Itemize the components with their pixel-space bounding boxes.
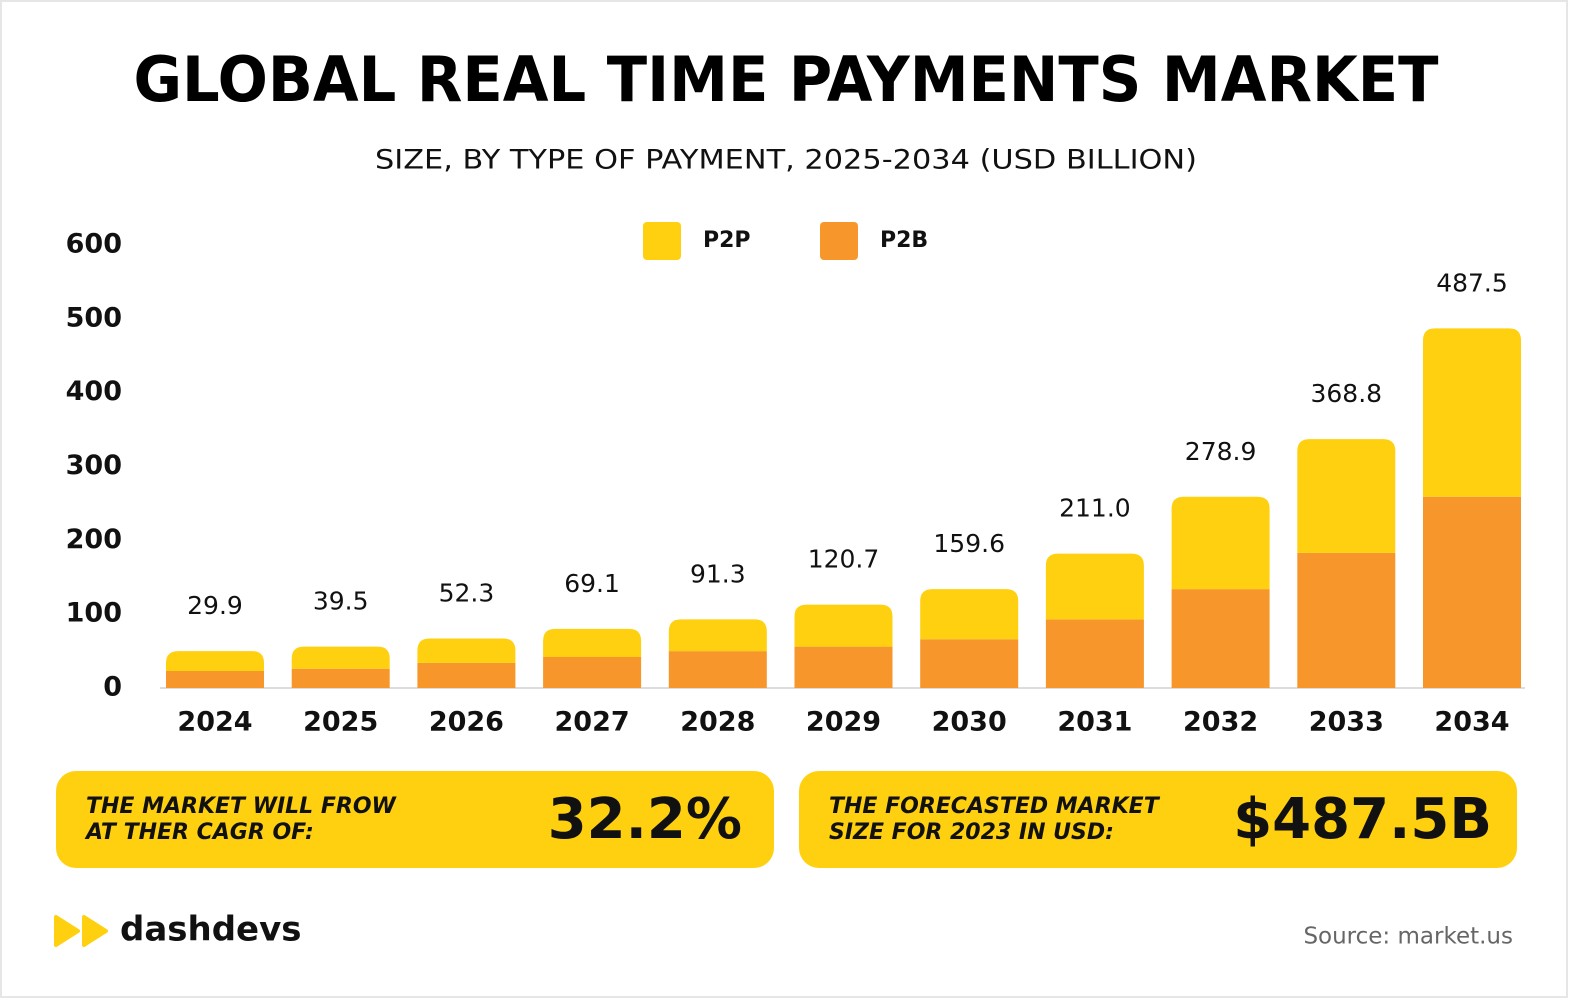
bar-segment bbox=[417, 638, 516, 663]
bar-segment bbox=[166, 671, 264, 688]
callout-value: 32.2% bbox=[548, 787, 742, 852]
y-tick-label: 200 bbox=[66, 524, 122, 555]
bar-segment bbox=[668, 619, 767, 652]
y-tick-label: 400 bbox=[66, 376, 122, 407]
bar-segment bbox=[1297, 552, 1396, 688]
legend-label: P2P bbox=[703, 228, 751, 253]
x-tick-label: 2032 bbox=[1183, 707, 1258, 738]
callout-text: AT THER CAGR OF: bbox=[84, 820, 314, 845]
bar-segment bbox=[1045, 619, 1144, 688]
legend-label: P2B bbox=[880, 228, 928, 253]
x-tick-label: 2033 bbox=[1309, 707, 1384, 738]
bar-segment bbox=[1423, 496, 1521, 688]
callout-text: THE MARKET WILL FROW bbox=[86, 794, 398, 819]
callout-value: $487.5B bbox=[1233, 787, 1492, 852]
bar-segment bbox=[1045, 553, 1144, 620]
x-tick-label: 2024 bbox=[177, 707, 252, 738]
chart-title: GLOBAL REAL TIME PAYMENTS MARKET bbox=[134, 43, 1439, 116]
callout-box bbox=[56, 771, 774, 868]
total-label: 39.5 bbox=[313, 587, 369, 616]
total-label: 29.9 bbox=[187, 591, 243, 620]
total-label: 69.1 bbox=[564, 569, 620, 598]
logo-icon bbox=[82, 915, 108, 947]
bar-segment bbox=[920, 639, 1019, 688]
bar-segment bbox=[166, 651, 264, 672]
bar-segment bbox=[794, 646, 893, 688]
callout-text: SIZE FOR 2023 IN USD: bbox=[829, 820, 1114, 845]
total-label: 278.9 bbox=[1185, 437, 1257, 466]
x-tick-label: 2034 bbox=[1434, 707, 1509, 738]
bar-segment bbox=[668, 651, 767, 688]
x-tick-label: 2026 bbox=[429, 707, 504, 738]
brand: dashdevs bbox=[120, 910, 302, 950]
bar-segment bbox=[1171, 496, 1270, 590]
callout-box bbox=[799, 771, 1517, 868]
bar-segment bbox=[543, 656, 642, 688]
legend-swatch bbox=[643, 222, 681, 260]
plot: 0 100 200 300 400 500 600 2024 29.9 2025 39.5 2026 5… bbox=[66, 222, 1525, 738]
bar-segment bbox=[1297, 439, 1396, 553]
bar-segment bbox=[417, 662, 516, 688]
x-tick-label: 2025 bbox=[303, 707, 378, 738]
bar-segment bbox=[1171, 589, 1270, 688]
total-label: 159.6 bbox=[933, 529, 1005, 558]
bar-segment bbox=[1423, 328, 1521, 497]
x-tick-label: 2031 bbox=[1057, 707, 1132, 738]
bar-segment bbox=[291, 668, 390, 688]
bar-segment bbox=[291, 646, 390, 669]
y-tick-label: 300 bbox=[66, 450, 122, 481]
total-label: 368.8 bbox=[1311, 379, 1383, 408]
legend-swatch bbox=[820, 222, 858, 260]
y-tick-label: 100 bbox=[66, 598, 122, 629]
x-tick-label: 2029 bbox=[806, 707, 881, 738]
x-tick-label: 2028 bbox=[680, 707, 755, 738]
logo-icon bbox=[54, 915, 80, 947]
bar-segment bbox=[920, 589, 1019, 640]
y-tick-label: 0 bbox=[103, 672, 122, 703]
total-label: 120.7 bbox=[808, 545, 880, 574]
callout-text: THE FORECASTED MARKET bbox=[829, 794, 1161, 819]
total-label: 52.3 bbox=[439, 579, 495, 608]
chart-subtitle: SIZE, BY TYPE OF PAYMENT, 2025-2034 (USD… bbox=[375, 145, 1197, 176]
total-label: 211.0 bbox=[1059, 494, 1131, 523]
total-label: 91.3 bbox=[690, 559, 746, 588]
y-tick-label: 600 bbox=[66, 229, 122, 260]
x-tick-label: 2027 bbox=[555, 707, 630, 738]
total-label: 487.5 bbox=[1436, 268, 1508, 297]
bar-segment bbox=[543, 628, 642, 657]
y-tick-label: 500 bbox=[66, 302, 122, 333]
x-tick-label: 2030 bbox=[932, 707, 1007, 738]
source: Source: market.us bbox=[1303, 924, 1513, 950]
bar-segment bbox=[794, 604, 893, 647]
